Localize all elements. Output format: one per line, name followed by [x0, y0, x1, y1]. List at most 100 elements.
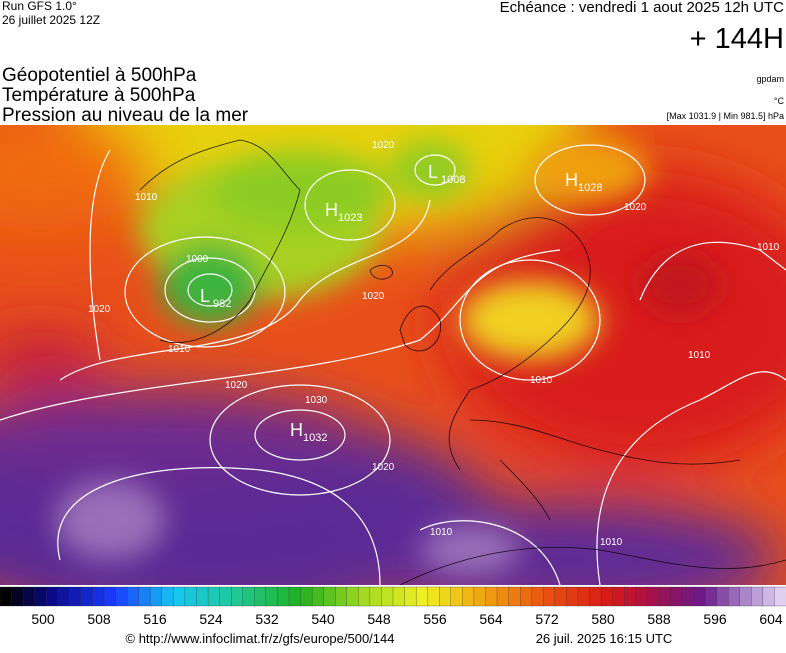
colorbar-swatch [450, 586, 464, 607]
center-value: 1008 [441, 174, 465, 186]
echeance: Echéance : vendredi 1 aout 2025 12h UTC [500, 0, 785, 16]
colorbar-swatch [670, 586, 683, 607]
colorbar-label: 588 [647, 611, 671, 627]
colorbar-swatch [335, 586, 348, 607]
colorbar-swatch [11, 586, 24, 607]
footer-url: © http://www.infoclimat.fr/z/gfs/europe/… [126, 631, 395, 646]
colorbar-swatch [519, 586, 533, 607]
colorbar-swatch [439, 586, 452, 607]
colorbar-swatch [392, 586, 406, 607]
colorbar-swatch [173, 586, 186, 607]
colorbar-label: 540 [311, 611, 335, 627]
center-value: 1023 [338, 212, 362, 224]
colorbar-swatch [161, 586, 175, 607]
center-letter: H [290, 420, 303, 440]
isobar-label: 1010 [168, 344, 191, 355]
colorbar-swatch [311, 586, 325, 607]
colorbar-swatch [231, 586, 244, 607]
colorbar-swatch [624, 586, 637, 607]
colorbar-swatch [496, 586, 510, 607]
isobar-lines [0, 144, 786, 585]
center-letter: L [428, 162, 438, 182]
colorbar-swatch [196, 586, 209, 607]
unit-temperature: °C [774, 96, 785, 106]
colorbar-swatch [508, 586, 521, 607]
colorbar-swatch [543, 586, 556, 607]
colorbar-swatch [762, 586, 776, 607]
lead-time: + 144H [690, 23, 784, 55]
isobar-label: 1020 [88, 304, 111, 315]
colorbar-swatch [22, 586, 36, 607]
colorbar-swatch [184, 586, 198, 607]
isobar-label: 1010 [600, 537, 623, 548]
isobar-label: 1010 [530, 375, 553, 386]
colorbar-swatch [34, 586, 47, 607]
colorbar-label: 548 [367, 611, 391, 627]
colorbar-swatch [728, 586, 741, 607]
isobar-label: 1010 [757, 242, 780, 253]
center-value: 1032 [303, 432, 327, 444]
center-letter: H [325, 200, 338, 220]
colorbar-swatch [138, 586, 151, 607]
header: Run GFS 1.0° 26 juillet 2025 12Z Echéanc… [2, 0, 784, 126]
colorbar-swatch [774, 586, 786, 607]
colorbar-swatch [681, 586, 695, 607]
colorbar-swatch [612, 586, 625, 607]
colorbar-label: 604 [759, 611, 783, 627]
colorbar-swatch [46, 586, 59, 607]
colorbar-label: 572 [535, 611, 559, 627]
isobar-label: 1030 [305, 395, 328, 406]
isobar-label: 1010 [135, 192, 158, 203]
isobar-label: 1010 [430, 527, 453, 538]
colorbar-label: 516 [143, 611, 167, 627]
colorbar-swatch [57, 586, 71, 607]
colorbar-swatch [369, 586, 383, 607]
colorbar-swatch [207, 586, 221, 607]
colorbar-swatch [265, 586, 279, 607]
colorbar-label: 596 [703, 611, 727, 627]
colorbar-swatch [589, 586, 602, 607]
title-pressure: Pression au niveau de la mer [2, 105, 249, 126]
center-letter: H [565, 170, 578, 190]
center-letter: L [200, 286, 210, 306]
colorbar-swatch [254, 586, 267, 607]
colorbar: 500 508 516 524 532 540 548 556 564 572 580 588 596 6… [0, 586, 786, 627]
colorbar-swatch [242, 586, 255, 607]
isobar-label: 1020 [225, 380, 248, 391]
colorbar-label: 580 [591, 611, 615, 627]
unit-pressure: [Max 1031.9 | Min 981.5] hPa [667, 111, 784, 121]
colorbar-swatch [635, 586, 648, 607]
colorbar-swatch [415, 586, 429, 607]
title-geopotential: Géopotentiel à 500hPa [2, 65, 197, 86]
colorbar-swatch [115, 586, 128, 607]
colorbar-swatch [277, 586, 290, 607]
colorbar-swatch [462, 586, 475, 607]
footer-time: 26 juil. 2025 16:15 UTC [536, 631, 673, 646]
colorbar-swatch [531, 586, 544, 607]
center-value: 982 [213, 298, 231, 310]
colorbar-swatch [693, 586, 706, 607]
colorbar-swatch [485, 586, 498, 607]
colorbar-label: 500 [31, 611, 55, 627]
colorbar-swatch [427, 586, 440, 607]
colorbar-swatch [751, 586, 764, 607]
colorbar-swatch [0, 586, 13, 607]
colorbar-label: 564 [479, 611, 503, 627]
coastlines [139, 139, 786, 585]
colorbar-swatch [300, 586, 313, 607]
colorbar-label: 508 [87, 611, 111, 627]
run-label: Run GFS 1.0° [2, 0, 77, 13]
colorbar-swatch [219, 586, 232, 607]
colorbar-swatch [358, 586, 371, 607]
colorbar-swatch [566, 586, 579, 607]
colorbar-swatch [346, 586, 359, 607]
colorbar-swatch [103, 586, 117, 607]
colorbar-swatch [473, 586, 487, 607]
isobar-label: 1000 [186, 254, 209, 265]
colorbar-swatch [404, 586, 417, 607]
isobar-label: 1020 [372, 140, 395, 151]
colorbar-label: 524 [199, 611, 223, 627]
isobar-label: 1020 [362, 291, 385, 302]
